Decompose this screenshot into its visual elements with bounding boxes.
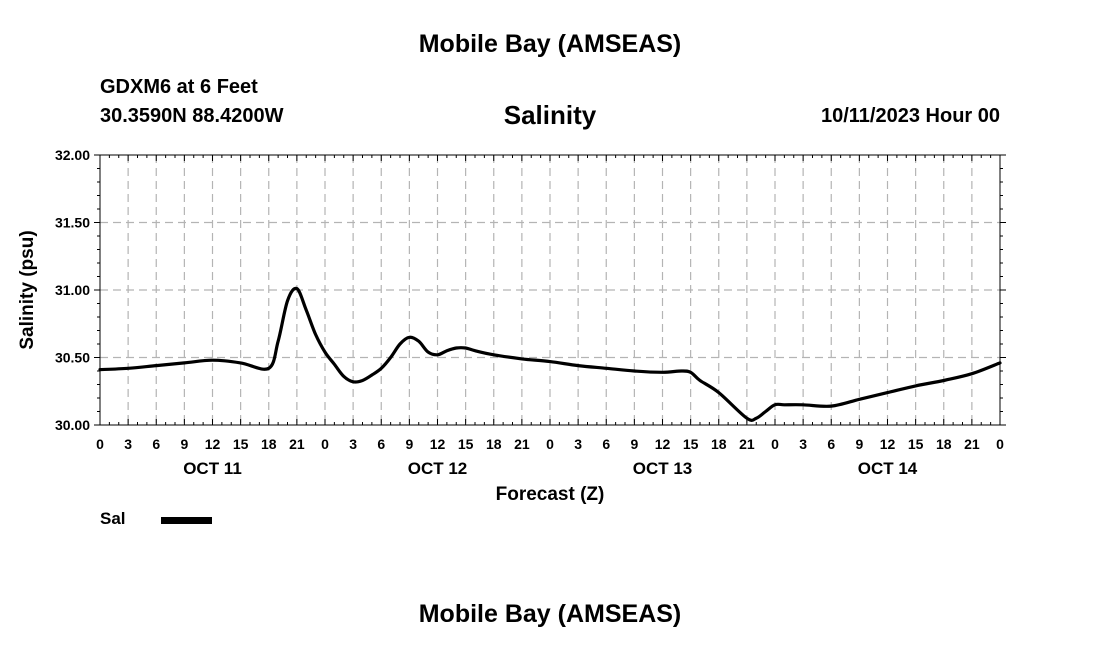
y-tick-label: 31.00 (55, 282, 90, 298)
x-tick-label: 21 (289, 436, 305, 452)
day-labels: OCT 11 OCT 12 OCT 13 OCT 14 (183, 459, 918, 478)
legend-label-sal: Sal (100, 509, 126, 528)
x-tick-label: 6 (827, 436, 835, 452)
plot-frame (99, 154, 1001, 426)
x-tick-label: 9 (630, 436, 638, 452)
coordinates-label: 30.3590N 88.4200W (100, 105, 284, 127)
x-tick-label: 18 (261, 436, 277, 452)
day-label: OCT 12 (408, 459, 468, 478)
x-tick-label: 15 (683, 436, 699, 452)
y-tick-label: 31.50 (55, 215, 90, 231)
day-label: OCT 11 (183, 459, 242, 478)
x-tick-label: 15 (233, 436, 249, 452)
y-axis-label: Salinity (psu) (17, 230, 38, 349)
x-tick-label: 18 (936, 436, 952, 452)
x-tick-label: 21 (514, 436, 530, 452)
x-tick-label: 3 (799, 436, 807, 452)
day-label: OCT 13 (633, 459, 693, 478)
series-line-sal (98, 286, 1002, 422)
x-tick-label: 0 (96, 436, 104, 452)
bottom-title: Mobile Bay (AMSEAS) (418, 600, 682, 628)
x-tick-label: 18 (486, 436, 502, 452)
chart-title: Salinity (503, 100, 597, 130)
station-label: GDXM6 at 6 Feet (100, 76, 258, 98)
x-tick-label: 12 (880, 436, 896, 452)
x-axis-label: Forecast (Z) (496, 484, 605, 505)
x-tick-label: 3 (349, 436, 357, 452)
x-tick-label: 12 (205, 436, 221, 452)
x-tick-label: 3 (574, 436, 582, 452)
x-tick-label: 18 (711, 436, 727, 452)
day-label: OCT 14 (858, 459, 918, 478)
y-tick-label: 32.00 (55, 147, 90, 163)
x-tick-label: 9 (180, 436, 188, 452)
x-tick-label: 21 (964, 436, 980, 452)
x-tick-label: 0 (771, 436, 779, 452)
run-time-label: 10/11/2023 Hour 00 (820, 105, 1000, 127)
x-tick-label: 15 (458, 436, 474, 452)
x-tick-label: 12 (655, 436, 671, 452)
x-tick-label: 9 (405, 436, 413, 452)
x-tick-label: 6 (152, 436, 160, 452)
x-tick-label: 0 (546, 436, 554, 452)
x-tick-label: 0 (321, 436, 329, 452)
x-tick-label: 3 (124, 436, 132, 452)
y-axis-ticks: 30.00 30.50 31.00 31.50 32.00 (55, 147, 1006, 433)
x-tick-label: 6 (602, 436, 610, 452)
top-title: Mobile Bay (AMSEAS) (418, 30, 682, 58)
x-tick-label: 21 (739, 436, 755, 452)
x-tick-label: 9 (855, 436, 863, 452)
grid-lines (100, 155, 1000, 425)
x-tick-label: 15 (908, 436, 924, 452)
x-tick-label: 12 (430, 436, 446, 452)
legend-swatch-sal (161, 517, 212, 524)
y-tick-label: 30.00 (55, 417, 90, 433)
x-tick-label: 6 (377, 436, 385, 452)
x-tick-label: 0 (996, 436, 1004, 452)
y-tick-label: 30.50 (55, 350, 90, 366)
